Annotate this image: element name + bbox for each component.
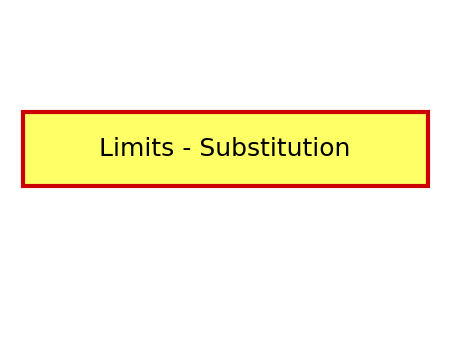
FancyBboxPatch shape [22,112,427,186]
Text: Limits - Substitution: Limits - Substitution [99,137,351,161]
